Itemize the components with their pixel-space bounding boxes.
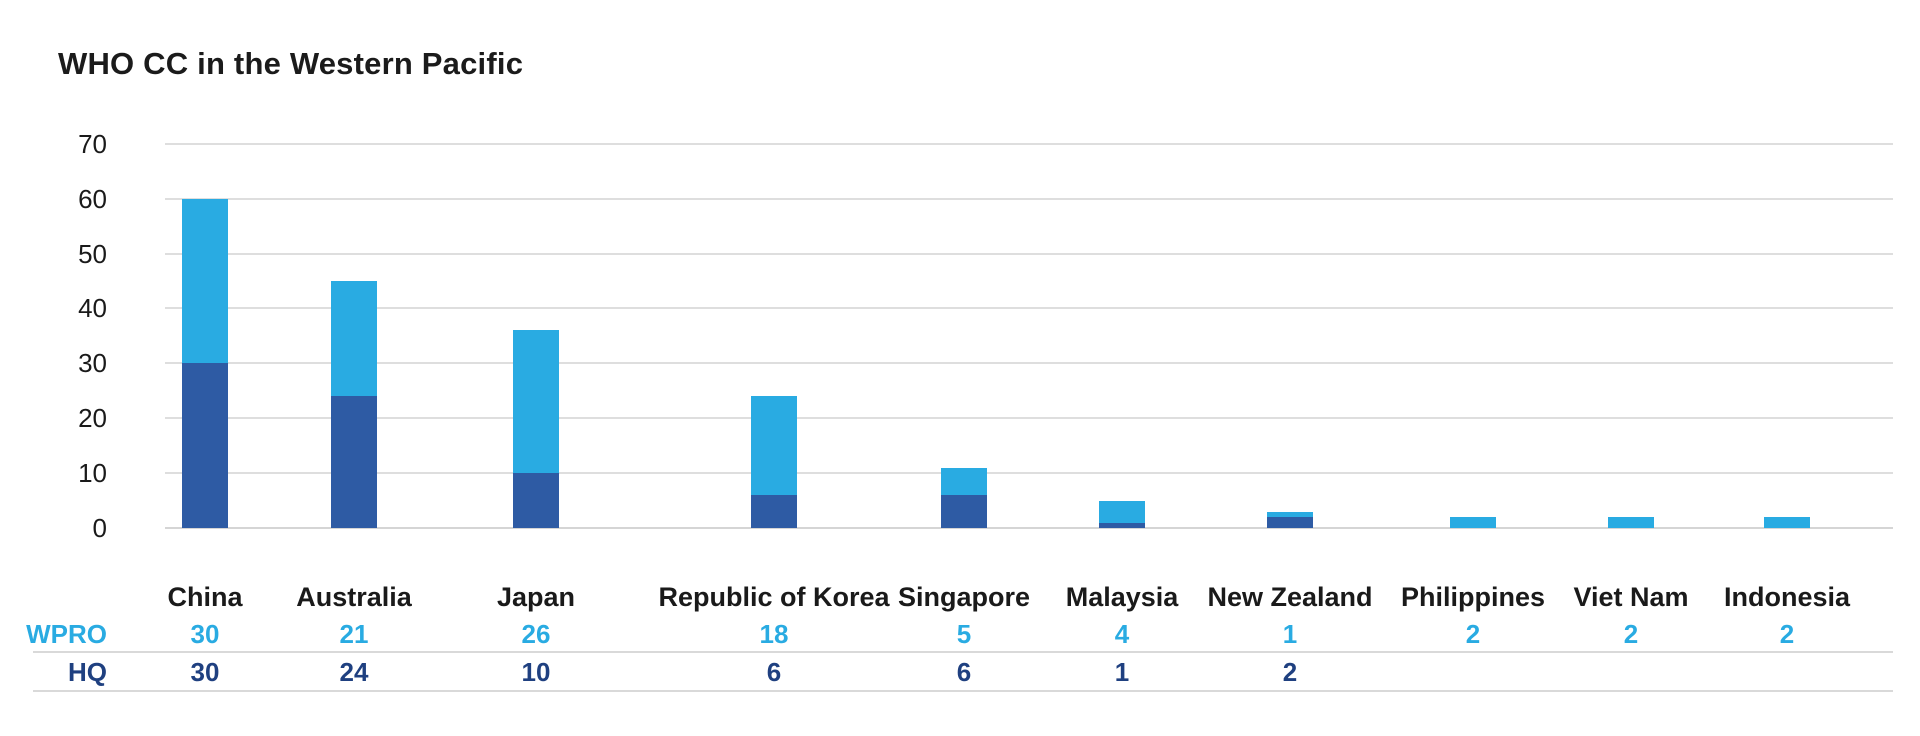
wpro-value-singapore: 5 bbox=[956, 619, 972, 649]
bar-segment-wpro-malaysia bbox=[1099, 500, 1145, 523]
bar-segment-hq-republic-of-korea bbox=[751, 495, 797, 528]
gridline-y-40 bbox=[165, 307, 1893, 310]
y-axis-tick-60: 60 bbox=[78, 183, 107, 214]
bar-segment-wpro-singapore bbox=[941, 467, 987, 496]
bar-segment-wpro-indonesia bbox=[1764, 517, 1810, 528]
wpro-value-new-zealand: 1 bbox=[1282, 619, 1298, 649]
bar-segment-wpro-new-zealand bbox=[1267, 511, 1313, 517]
column-header-japan: Japan bbox=[496, 582, 576, 612]
wpro-value-indonesia: 2 bbox=[1779, 619, 1795, 649]
hq-value-new-zealand: 2 bbox=[1282, 657, 1298, 687]
gridline-y-70 bbox=[165, 142, 1893, 145]
y-axis-tick-10: 10 bbox=[78, 458, 107, 489]
gridline-y-30 bbox=[165, 362, 1893, 365]
bar-segment-hq-china bbox=[182, 363, 228, 528]
bar-segment-wpro-philippines bbox=[1450, 517, 1496, 528]
column-header-indonesia: Indonesia bbox=[1723, 582, 1851, 612]
hq-value-malaysia: 1 bbox=[1114, 657, 1130, 687]
y-axis-tick-70: 70 bbox=[78, 128, 107, 159]
wpro-value-china: 30 bbox=[190, 619, 220, 649]
column-header-philippines: Philippines bbox=[1400, 582, 1546, 612]
bar-segment-hq-singapore bbox=[941, 495, 987, 528]
bar-segment-wpro-china bbox=[182, 198, 228, 364]
table-divider bbox=[33, 690, 1893, 692]
bar-segment-hq-australia bbox=[331, 396, 377, 528]
hq-value-china: 30 bbox=[190, 657, 220, 687]
bar-segment-hq-new-zealand bbox=[1267, 517, 1313, 528]
column-header-australia: Australia bbox=[296, 582, 412, 612]
wpro-value-philippines: 2 bbox=[1465, 619, 1481, 649]
y-axis-tick-0: 0 bbox=[92, 513, 107, 543]
column-header-malaysia: Malaysia bbox=[1065, 582, 1179, 612]
column-header-china: China bbox=[167, 582, 243, 612]
hq-value-japan: 10 bbox=[521, 657, 551, 687]
gridline-y-60 bbox=[165, 197, 1893, 200]
y-axis-tick-20: 20 bbox=[78, 403, 107, 434]
wpro-value-australia: 21 bbox=[339, 619, 369, 649]
wpro-value-republic-of-korea: 18 bbox=[759, 619, 789, 649]
gridline-y-0 bbox=[165, 527, 1893, 529]
legend-wpro-label: WPRO bbox=[26, 619, 107, 649]
bar-segment-hq-malaysia bbox=[1099, 522, 1145, 528]
bar-segment-hq-japan bbox=[513, 473, 559, 528]
bar-segment-wpro-viet-nam bbox=[1608, 517, 1654, 528]
hq-value-singapore: 6 bbox=[956, 657, 972, 687]
column-header-new-zealand: New Zealand bbox=[1207, 582, 1373, 612]
table-divider bbox=[33, 651, 1893, 653]
wpro-value-malaysia: 4 bbox=[1114, 619, 1130, 649]
y-axis-tick-50: 50 bbox=[78, 238, 107, 269]
column-header-singapore: Singapore bbox=[897, 582, 1031, 612]
gridline-y-20 bbox=[165, 417, 1893, 420]
gridline-y-10 bbox=[165, 472, 1893, 475]
column-header-republic-of-korea: Republic of Korea bbox=[658, 582, 890, 612]
legend-hq-label: HQ bbox=[68, 657, 107, 687]
chart-title: WHO CC in the Western Pacific bbox=[58, 46, 524, 81]
gridline-y-50 bbox=[165, 252, 1893, 255]
wpro-value-viet-nam: 2 bbox=[1623, 619, 1639, 649]
y-axis-tick-30: 30 bbox=[78, 348, 107, 379]
bar-segment-wpro-republic-of-korea bbox=[751, 396, 797, 495]
column-header-viet-nam: Viet Nam bbox=[1573, 582, 1689, 612]
hq-value-republic-of-korea: 6 bbox=[766, 657, 782, 687]
y-axis-tick-40: 40 bbox=[78, 293, 107, 324]
bar-segment-wpro-australia bbox=[331, 280, 377, 397]
bar-segment-wpro-japan bbox=[513, 330, 559, 474]
wpro-value-japan: 26 bbox=[521, 619, 551, 649]
hq-value-australia: 24 bbox=[339, 657, 369, 687]
